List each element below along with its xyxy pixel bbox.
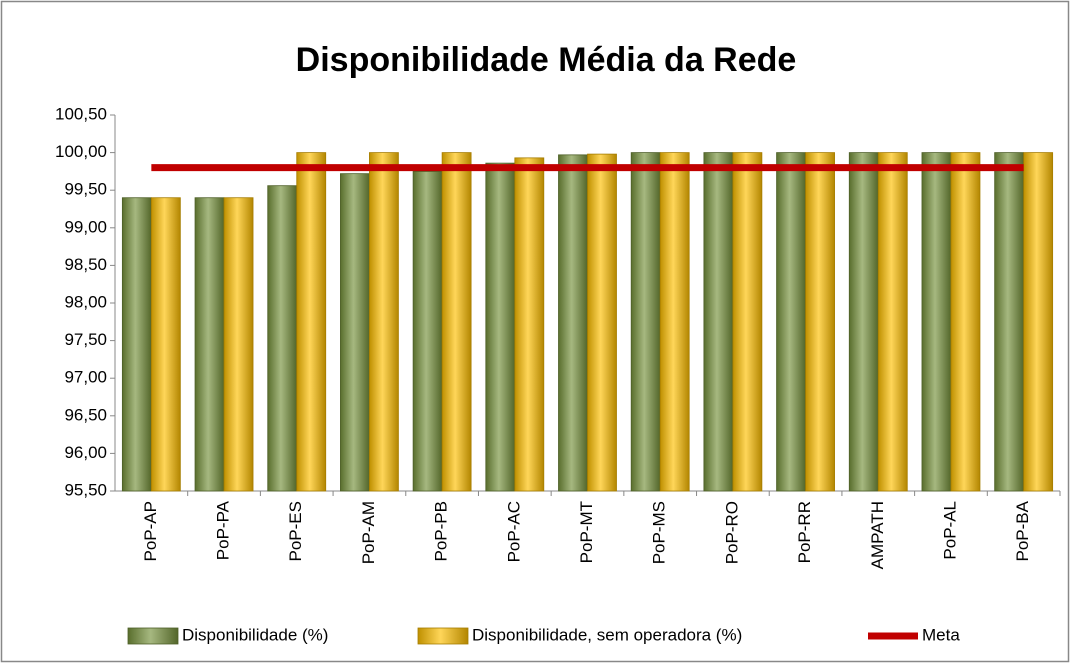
bar	[703, 152, 734, 492]
bar	[412, 170, 443, 492]
bar	[121, 197, 152, 492]
bar	[369, 152, 399, 492]
bar	[877, 152, 908, 492]
x-tick-label: PoP-MS	[650, 501, 669, 564]
legend-label: Meta	[922, 625, 960, 644]
bar	[659, 152, 690, 492]
bar	[267, 185, 298, 492]
y-tick-label: 100,50	[55, 104, 107, 123]
bar	[558, 154, 588, 492]
bar	[194, 197, 225, 492]
x-tick-label: PoP-MT	[577, 501, 596, 563]
bar	[340, 173, 370, 492]
legend-label: Disponibilidade, sem operadora (%)	[472, 625, 742, 644]
x-tick-label: PoP-BA	[1013, 500, 1032, 561]
bar	[485, 162, 516, 492]
bar	[1023, 152, 1054, 492]
x-tick-label: PoP-RR	[795, 501, 814, 563]
bar	[587, 153, 617, 492]
bar	[732, 152, 763, 492]
y-tick-label: 98,00	[64, 292, 107, 311]
bar	[630, 152, 661, 492]
x-tick-label: PoP-AC	[504, 501, 523, 562]
y-tick-label: 97,00	[64, 368, 107, 387]
y-tick-label: 100,00	[55, 142, 107, 161]
bar	[921, 152, 952, 492]
bar	[994, 152, 1025, 492]
bar	[441, 152, 472, 492]
bar	[805, 152, 835, 492]
y-tick-label: 99,00	[64, 217, 107, 236]
y-tick-label: 96,50	[64, 405, 107, 424]
legend-swatch	[127, 627, 179, 645]
bar	[514, 157, 545, 492]
bar	[296, 152, 327, 492]
x-tick-label: PoP-RO	[722, 501, 741, 564]
x-tick-label: PoP-AP	[141, 501, 160, 561]
chart-title: Disponibilidade Média da Rede	[296, 41, 797, 79]
x-tick-label: PoP-AL	[940, 501, 959, 560]
legend-label: Disponibilidade (%)	[182, 625, 328, 644]
x-tick-label: AMPATH	[868, 501, 887, 569]
x-tick-label: PoP-ES	[286, 501, 305, 561]
y-tick-label: 97,50	[64, 330, 107, 349]
bar	[950, 152, 981, 492]
y-tick-label: 98,50	[64, 255, 107, 274]
y-tick-label: 95,50	[64, 480, 107, 499]
x-tick-label: PoP-PA	[214, 500, 233, 560]
y-tick-label: 99,50	[64, 180, 107, 199]
x-tick-label: PoP-PB	[432, 501, 451, 561]
legend-swatch	[417, 627, 469, 645]
y-tick-label: 96,00	[64, 443, 107, 462]
x-tick-label: PoP-AM	[359, 501, 378, 564]
bar	[848, 152, 879, 492]
bar	[776, 152, 806, 492]
bar	[150, 197, 181, 492]
bar	[223, 197, 254, 492]
